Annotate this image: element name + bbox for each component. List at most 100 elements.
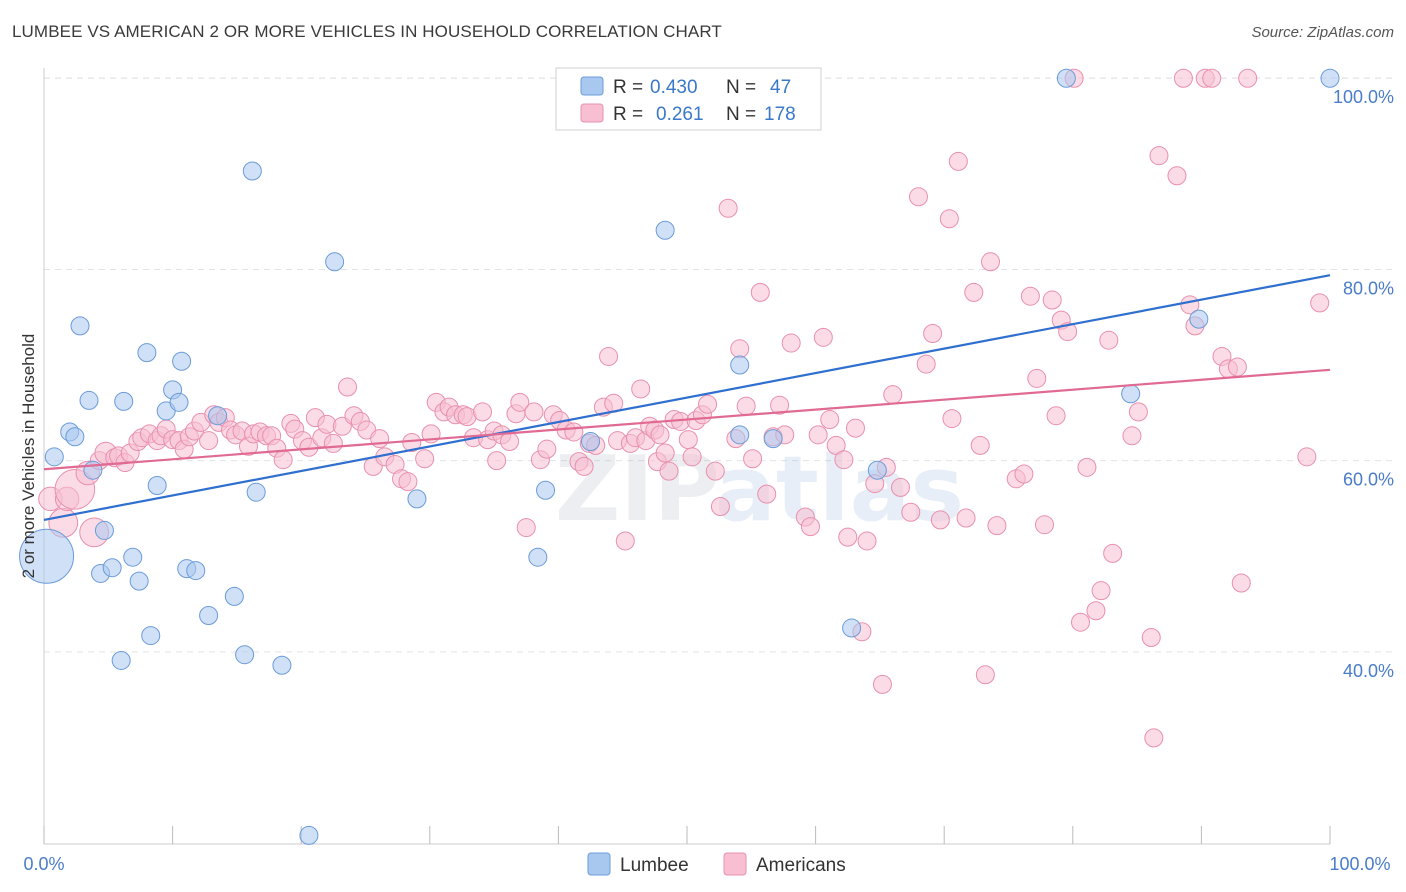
americans-point-37 [273,450,293,470]
americans-point-145 [948,151,968,171]
x-ticks [43,826,1331,844]
y-tick-label-80: 80.0% [1343,278,1394,298]
legend-swatch-lumbee [580,76,604,96]
lumbee-point-25 [224,586,244,606]
legend-r-value-lumbee: 0.430 [650,77,698,98]
americans-point-72 [500,432,520,452]
bottom-legend-swatch-americans [723,852,747,876]
americans-point-141 [923,323,943,343]
americans-point-70 [487,451,507,471]
americans-point-94 [631,379,651,399]
americans-point-52 [370,429,390,449]
americans-point-84 [574,456,594,476]
lumbee-point-11 [114,391,134,411]
americans-point-116 [750,282,770,302]
americans-point-47 [337,377,357,397]
x-tick-label-max: 100.0% [1329,854,1390,874]
lumbee-point-32 [407,489,427,509]
americans-point-148 [970,435,990,455]
americans-point-182 [1231,573,1251,593]
lumbee-point-22 [186,561,206,581]
lumbee-point-41 [867,460,887,480]
lumbee-point-26 [235,645,255,665]
americans-point-119 [770,395,790,415]
americans-point-67 [473,402,493,422]
lumbee-point-1 [44,447,64,467]
lumbee-point-24 [208,406,228,426]
americans-point-163 [1077,457,1097,477]
americans-point-142 [930,510,950,530]
americans-point-183 [1238,68,1258,88]
x-tick-labels: 0.0% 100.0% [23,854,1390,874]
bottom-legend-swatch-lumbee [587,852,611,876]
americans-point-101 [659,461,679,481]
americans-point-156 [1035,515,1055,535]
americans-point-74 [510,392,530,412]
americans-point-24 [199,431,219,451]
americans-point-126 [820,410,840,430]
y-tick-label-100: 100.0% [1333,87,1394,107]
chart-title: LUMBEE VS AMERICAN 2 OR MORE VEHICLES IN… [12,22,722,41]
americans-point-115 [743,449,763,469]
y-tick-label-40: 40.0% [1343,661,1394,681]
americans-point-100 [655,443,675,463]
americans-point-114 [736,396,756,416]
americans-point-165 [1091,581,1111,601]
correlation-legend: R = 0.430 N = 47 R = 0.261 N = 178 [555,67,822,131]
lumbee-point-38 [730,425,750,445]
lumbee-point-3 [65,427,85,447]
americans-point-88 [599,346,619,366]
americans-points [38,68,1330,748]
lumbee-points [19,68,1340,845]
lumbee-point-12 [123,547,143,567]
americans-point-150 [980,252,1000,272]
americans-point-160 [1058,322,1078,342]
americans-point-178 [1202,68,1222,88]
americans-point-169 [1128,402,1148,422]
americans-point-154 [1020,286,1040,306]
americans-point-162 [1071,612,1091,632]
americans-point-108 [698,394,718,414]
americans-point-134 [872,674,892,694]
americans-point-146 [956,508,976,528]
lumbee-point-33 [528,547,548,567]
americans-point-153 [1014,464,1034,484]
lumbee-point-0 [19,528,75,584]
americans-point-45 [323,433,343,453]
americans-point-136 [883,385,903,405]
lumbee-point-5 [79,390,99,410]
legend-n-label-lumbee: N = [726,77,756,98]
lumbee-point-27 [242,161,262,181]
lumbee-point-23 [199,606,219,626]
americans-point-121 [781,333,801,353]
lumbee-trend-line [43,274,1331,521]
lumbee-point-13 [129,571,149,591]
lumbee-point-42 [1056,68,1076,88]
americans-trend-line [43,368,1331,471]
lumbee-point-30 [299,825,319,845]
americans-point-123 [800,517,820,537]
americans-point-172 [1149,146,1169,166]
americans-point-143 [939,209,959,229]
americans-point-132 [857,531,877,551]
americans-point-168 [1122,426,1142,446]
lumbee-point-8 [94,520,114,540]
lumbee-point-40 [842,618,862,638]
lumbee-point-44 [1189,309,1209,329]
americans-point-99 [650,425,670,445]
americans-point-117 [757,484,777,504]
lumbee-point-36 [655,220,675,240]
y-tick-label-60: 60.0% [1343,470,1394,490]
americans-point-58 [415,449,435,469]
americans-point-82 [564,422,584,442]
americans-point-56 [398,472,418,492]
americans-point-149 [975,665,995,685]
legend-swatch-americans [580,103,604,123]
lumbee-point-45 [1320,68,1340,88]
americans-point-170 [1141,628,1161,648]
americans-point-109 [705,461,725,481]
lumbee-point-35 [581,432,601,452]
americans-point-164 [1086,601,1106,621]
americans-point-129 [838,527,858,547]
americans-point-76 [524,402,544,422]
